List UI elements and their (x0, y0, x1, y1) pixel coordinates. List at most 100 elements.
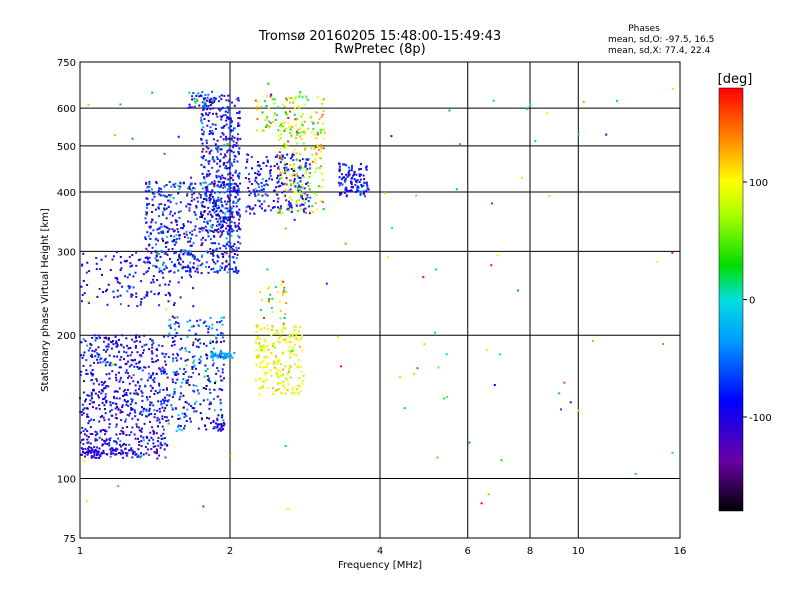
data-point (88, 446, 91, 448)
data-point (106, 348, 109, 351)
data-point (124, 275, 126, 278)
data-point (231, 120, 233, 123)
data-point (103, 387, 105, 390)
data-point (197, 271, 199, 274)
data-point (363, 178, 366, 181)
data-point (191, 95, 194, 98)
data-point (190, 244, 193, 247)
data-point (168, 199, 171, 202)
data-point (293, 113, 296, 116)
data-point (156, 419, 159, 422)
data-point (218, 353, 221, 356)
data-point (192, 92, 195, 94)
data-point (278, 138, 280, 141)
data-point (102, 449, 105, 452)
data-point (180, 337, 183, 340)
data-point (227, 263, 230, 266)
data-point (266, 194, 269, 197)
data-point (224, 215, 226, 218)
data-point (122, 451, 125, 454)
data-point (216, 184, 219, 187)
data-point (186, 194, 189, 197)
data-point (294, 118, 297, 121)
data-point (227, 229, 230, 232)
data-point (134, 402, 137, 405)
data-point (219, 165, 221, 168)
data-point (214, 262, 217, 265)
data-point (281, 183, 284, 186)
data-point (204, 186, 207, 189)
data-point (167, 422, 170, 425)
colorbar-tick-label: 100 (749, 178, 768, 189)
data-point (285, 97, 288, 100)
data-point (277, 168, 280, 171)
data-point (236, 137, 239, 140)
data-point (367, 188, 370, 191)
data-point (227, 178, 230, 181)
data-point (217, 395, 219, 398)
data-point (173, 390, 176, 393)
data-point (295, 332, 298, 335)
data-point (239, 137, 242, 140)
data-point (165, 245, 168, 248)
data-point (279, 370, 282, 373)
data-point (188, 249, 191, 252)
data-point (236, 270, 239, 273)
data-point (176, 316, 179, 319)
data-point (142, 436, 145, 439)
data-point (297, 359, 300, 362)
data-point (301, 382, 304, 385)
data-point (131, 351, 133, 354)
data-point (220, 426, 223, 428)
data-point (345, 186, 348, 189)
data-point (122, 430, 125, 433)
data-point (216, 254, 219, 257)
data-point (175, 238, 178, 240)
data-point (278, 388, 280, 391)
data-point (221, 262, 224, 265)
data-point (92, 455, 95, 458)
data-point (125, 337, 128, 340)
data-point (214, 205, 217, 208)
data-point (268, 177, 271, 180)
data-point (314, 171, 317, 174)
data-point (216, 321, 219, 324)
data-point (141, 395, 144, 398)
data-point (92, 406, 94, 409)
data-point (121, 444, 124, 447)
data-point (89, 347, 92, 350)
data-point (299, 168, 302, 171)
data-point (237, 133, 239, 136)
data-point (266, 345, 269, 348)
data-point (112, 340, 114, 342)
data-point (271, 325, 274, 328)
data-point (254, 177, 257, 180)
data-point (203, 177, 206, 180)
data-point (634, 472, 637, 475)
data-point (205, 229, 207, 232)
data-point (171, 408, 174, 411)
data-point (218, 218, 221, 220)
data-point (181, 381, 184, 384)
data-point (237, 185, 239, 188)
data-point (209, 191, 212, 194)
data-point (172, 183, 175, 186)
data-point (199, 360, 202, 363)
data-point (257, 193, 260, 196)
data-point (167, 283, 170, 286)
data-point (216, 417, 219, 420)
data-point (212, 205, 215, 208)
data-point (127, 372, 129, 375)
data-point (179, 250, 182, 253)
data-point (132, 286, 135, 289)
data-point (151, 373, 154, 376)
data-point (210, 101, 213, 104)
data-point (213, 160, 216, 163)
data-point (188, 91, 191, 94)
data-point (222, 363, 225, 366)
data-point (283, 166, 286, 169)
data-point (176, 322, 179, 324)
data-point (184, 401, 187, 403)
data-point (150, 290, 153, 293)
data-point (125, 351, 128, 354)
